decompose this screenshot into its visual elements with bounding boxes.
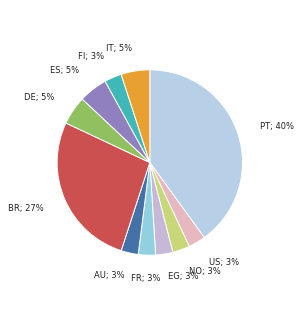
Wedge shape: [138, 162, 156, 255]
Text: US; 3%: US; 3%: [209, 258, 239, 267]
Text: BR; 27%: BR; 27%: [8, 204, 43, 213]
Text: NO; 3%: NO; 3%: [189, 267, 221, 276]
Text: FR; 3%: FR; 3%: [132, 274, 161, 283]
Text: IT; 5%: IT; 5%: [106, 44, 132, 53]
Text: AU; 3%: AU; 3%: [94, 271, 125, 280]
Text: PT; 40%: PT; 40%: [260, 122, 294, 131]
Text: EG; 3%: EG; 3%: [168, 272, 198, 281]
Wedge shape: [66, 99, 150, 162]
Text: ES; 5%: ES; 5%: [50, 66, 79, 75]
Wedge shape: [105, 74, 150, 162]
Wedge shape: [57, 123, 150, 251]
Wedge shape: [121, 70, 150, 162]
Wedge shape: [121, 162, 150, 254]
Wedge shape: [150, 70, 243, 238]
Text: FI; 3%: FI; 3%: [78, 52, 104, 61]
Wedge shape: [82, 81, 150, 162]
Wedge shape: [150, 162, 189, 252]
Wedge shape: [150, 162, 173, 255]
Text: DE; 5%: DE; 5%: [23, 93, 54, 102]
Wedge shape: [150, 162, 204, 246]
